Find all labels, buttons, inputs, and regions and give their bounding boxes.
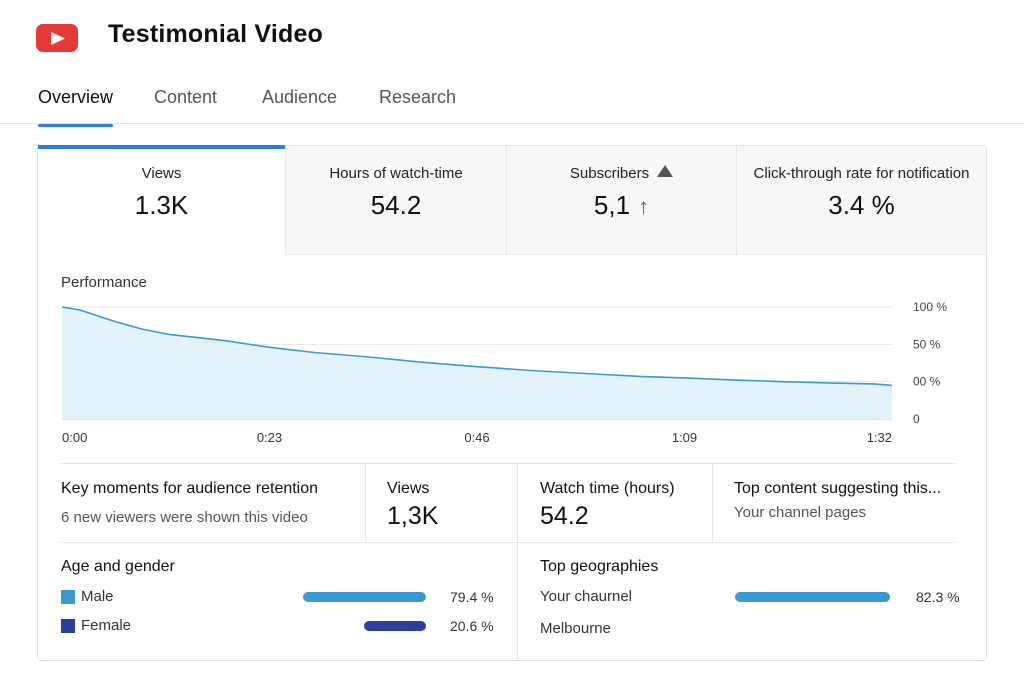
male-swatch [61,590,75,604]
x-tick-label: 1:09 [672,430,697,445]
metric-value: 1.3K [134,190,189,220]
x-tick-label: 0:46 [464,430,489,445]
stat-divider [365,464,366,542]
x-tick-label: 0:23 [257,430,282,445]
male-label: Male [81,588,114,605]
views-stat-value: 1,3K [387,502,439,530]
top-geographies-title: Top geographies [540,558,659,575]
top-content-title[interactable]: Top content suggesting this... [734,480,942,497]
geo-item-label: Your chaurnel [540,588,633,605]
youtube-play-icon [51,32,65,45]
age-gender-title: Age and gender [61,558,175,575]
watch-time-stat-value: 54.2 [540,502,589,530]
male-percent: 79.4 % [450,589,494,605]
metric-value: 54.2 [370,190,422,220]
metric-value: 3.4 % [828,190,895,220]
y-tick-label: 50 % [913,337,941,351]
x-tick-label: 0:00 [62,430,87,445]
performance-chart[interactable]: 100 % 50 % 00 % 0 0:00 0:23 0:46 1:09 1:32 [38,286,986,446]
metric-divider [285,146,286,255]
metric-label: Click-through rate for notification [753,165,970,182]
section-divider [60,542,956,543]
metric-views[interactable]: Views 1.3K [38,145,285,255]
female-bar [364,621,426,631]
triangle-up-icon [657,165,674,177]
metric-divider [506,146,507,255]
views-stat-title: Views [387,480,430,497]
metric-watch-time[interactable]: Hours of watch-time 54.2 [286,146,506,255]
female-swatch [61,619,75,633]
metric-divider [736,146,737,255]
female-label: Female [81,617,132,634]
geo-bar [735,592,890,602]
top-content-subtitle: Your channel pages [734,504,867,521]
metric-value-text: 5,1 [593,190,631,220]
tab-content[interactable]: Content [154,87,218,107]
retention-line [61,306,893,387]
male-bar [303,592,426,602]
page-header: Testimonial Video Overview Content Audie… [0,0,1024,127]
metric-label: Subscribers [507,165,736,182]
section-divider [60,463,956,464]
y-tick-label: 00 % [913,375,941,389]
key-moments-title: Key moments for audience retention [61,480,319,497]
y-tick-label: 0 [913,412,920,426]
metric-label: Views [141,165,182,182]
female-percent: 20.6 % [450,618,494,634]
stat-divider [517,464,518,660]
geo-item-label: Melbourne [540,620,611,637]
metric-label: Hours of watch-time [329,165,463,182]
tab-research[interactable]: Research [379,87,457,107]
x-tick-label: 1:32 [867,430,892,445]
analytics-card: Views 1.3K Hours of watch-time 54.2 Subs… [37,145,987,661]
metric-value: 5,1 ↑ [507,190,736,221]
key-moments-subtitle: 6 new viewers were shown this video [61,509,308,526]
retention-area [62,307,892,419]
page-title: Testimonial Video [108,20,324,48]
tab-audience[interactable]: Audience [262,87,338,107]
metric-tabs: Views 1.3K Hours of watch-time 54.2 Subs… [38,145,986,255]
tab-overview[interactable]: Overview [38,87,113,127]
watch-time-stat-title: Watch time (hours) [540,480,675,497]
arrow-up-icon: ↑ [638,194,650,219]
tab-bar: Overview Content Audience Research [0,84,1024,127]
stat-divider [712,464,713,542]
metric-subscribers[interactable]: Subscribers 5,1 ↑ [507,146,736,255]
metric-ctr[interactable]: Click-through rate for notification 3.4 … [737,146,986,255]
geo-percent: 82.3 % [916,589,960,605]
performance-title: Performance [61,274,147,291]
y-tick-label: 100 % [913,300,947,314]
metric-label-text: Subscribers [569,165,650,182]
youtube-logo[interactable] [36,24,78,52]
